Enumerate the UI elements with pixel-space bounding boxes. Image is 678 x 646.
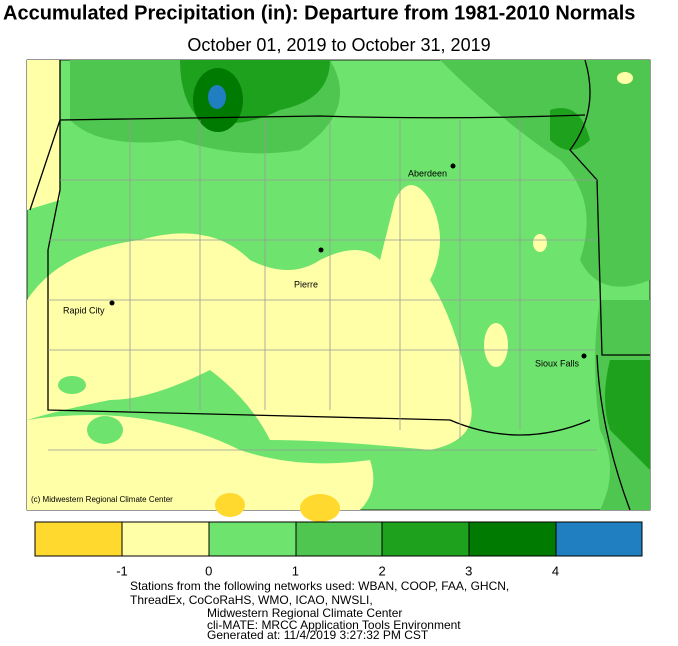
city-label: Sioux Falls bbox=[535, 358, 580, 368]
legend-tick-label: 4 bbox=[552, 563, 559, 578]
credit: (c) Midwestern Regional Climate Center bbox=[31, 495, 173, 504]
legend-ticks: -1 0 1 2 3 4 bbox=[116, 563, 559, 578]
footer-line: Stations from the following networks use… bbox=[130, 579, 509, 593]
subtitle: October 01, 2019 to October 31, 2019 bbox=[187, 35, 490, 55]
legend-tick-label: 2 bbox=[378, 563, 385, 578]
legend-tick-label: 1 bbox=[292, 563, 299, 578]
city-label: Aberdeen bbox=[408, 168, 447, 178]
title: Accumulated Precipitation (in): Departur… bbox=[3, 2, 635, 24]
legend-tick-label: -1 bbox=[116, 563, 128, 578]
footer-line: Midwestern Regional Climate Center bbox=[207, 606, 402, 620]
city-label: Pierre bbox=[294, 279, 318, 289]
city-label: Rapid City bbox=[63, 305, 105, 315]
legend-tick-label: 0 bbox=[205, 563, 212, 578]
legend-tick-label: 3 bbox=[465, 563, 472, 578]
footer-line: ThreadEx, CoCoRaHS, WMO, ICAO, NWSLI, bbox=[130, 593, 373, 607]
footer-line: cli-MATE: MRCC Application Tools Environ… bbox=[207, 618, 461, 632]
footer: Stations from the following networks use… bbox=[130, 579, 509, 642]
map: (c) Midwestern Regional Climate Center A… bbox=[26, 59, 651, 522]
legend-bar bbox=[34, 521, 643, 557]
footer-line: Generated at: 11/4/2019 3:27:32 PM CST bbox=[207, 628, 429, 641]
